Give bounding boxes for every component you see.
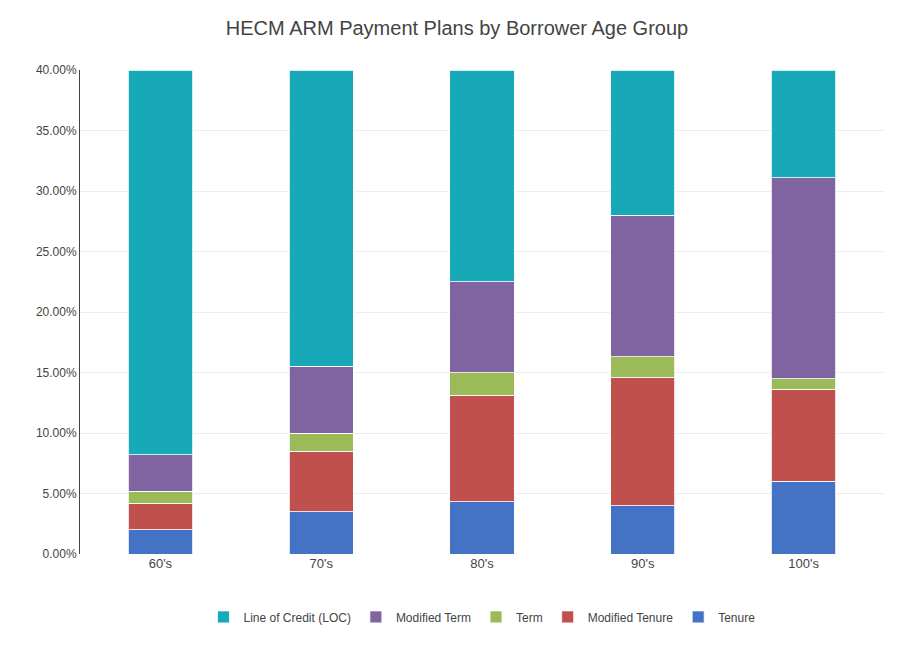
svg-text:80's: 80's: [470, 556, 494, 571]
svg-text:Modified Tenure: Modified Tenure: [588, 611, 673, 625]
svg-text:HECM ARM Payment Plans by Borr: HECM ARM Payment Plans by Borrower Age G…: [226, 17, 688, 39]
svg-text:0.00%: 0.00%: [43, 547, 77, 561]
svg-text:Line of Credit (LOC): Line of Credit (LOC): [244, 611, 351, 625]
svg-text:25.00%: 25.00%: [36, 245, 77, 259]
svg-text:90's: 90's: [631, 556, 655, 571]
svg-text:100's: 100's: [788, 556, 819, 571]
svg-text:15.00%: 15.00%: [36, 366, 77, 380]
svg-text:Modified Term: Modified Term: [396, 611, 471, 625]
svg-text:10.00%: 10.00%: [36, 426, 77, 440]
svg-text:Tenure: Tenure: [718, 611, 755, 625]
svg-text:70's: 70's: [309, 556, 333, 571]
svg-text:40.00%: 40.00%: [36, 63, 77, 77]
svg-text:20.00%: 20.00%: [36, 305, 77, 319]
svg-text:30.00%: 30.00%: [36, 184, 77, 198]
svg-text:35.00%: 35.00%: [36, 124, 77, 138]
svg-text:5.00%: 5.00%: [43, 487, 77, 501]
svg-text:60's: 60's: [149, 556, 173, 571]
svg-text:Term: Term: [516, 611, 543, 625]
